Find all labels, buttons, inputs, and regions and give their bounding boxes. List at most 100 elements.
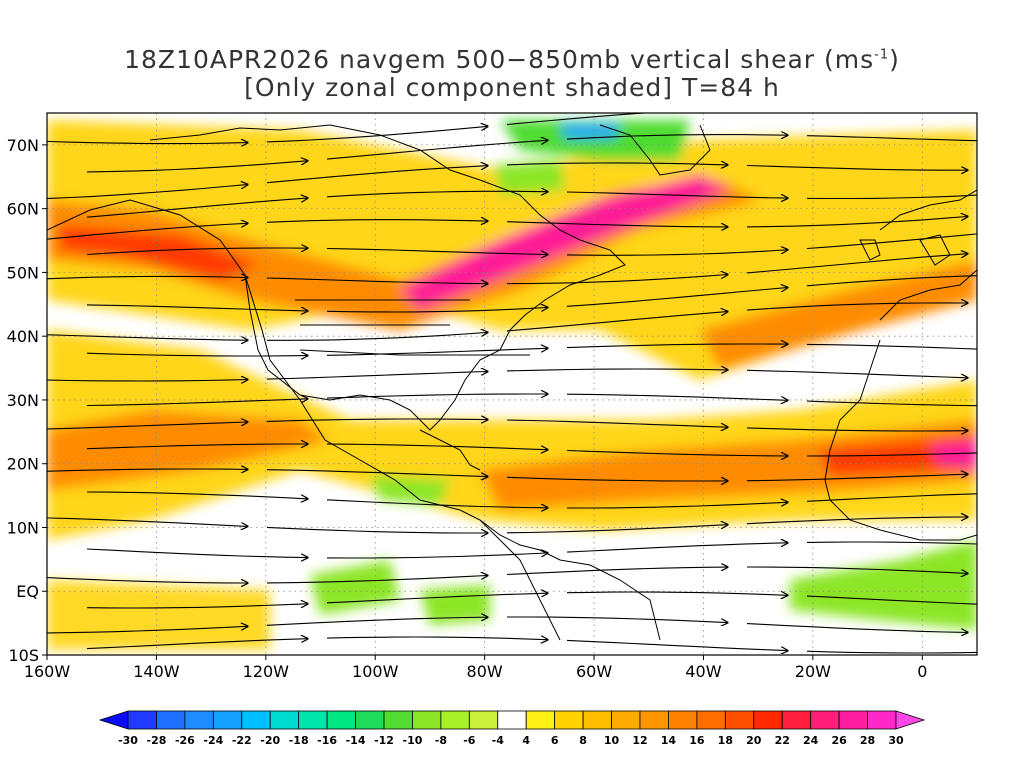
lon-axis: 160W 140W 120W 100W 80W 60W 40W 20W 0 bbox=[24, 655, 927, 681]
colorbar-swatch bbox=[298, 710, 328, 730]
streamline bbox=[806, 233, 977, 250]
streamline bbox=[806, 194, 977, 200]
lon-tick-label: 20W bbox=[795, 662, 831, 681]
lat-tick-label: 60N bbox=[7, 200, 39, 219]
lat-tick-label: 50N bbox=[7, 263, 39, 282]
colorbar-level-label: -14 bbox=[346, 734, 366, 747]
colorbar-swatch bbox=[611, 710, 641, 730]
streamline bbox=[566, 250, 787, 256]
streamline bbox=[506, 369, 727, 371]
streamline bbox=[47, 422, 247, 430]
colorbar-level-label: 18 bbox=[718, 734, 733, 747]
lon-tick-label: 160W bbox=[24, 662, 71, 681]
lat-axis: 70N 60N 50N 40N 30N 20N 10N EQ 10S bbox=[7, 136, 47, 665]
streamline bbox=[806, 541, 977, 545]
title-unit-exponent: -1 bbox=[874, 47, 890, 63]
streamline bbox=[506, 567, 727, 576]
lon-tick-label: 120W bbox=[243, 662, 290, 681]
lat-tick-label: 10N bbox=[7, 518, 39, 537]
streamline bbox=[86, 399, 307, 407]
streamline bbox=[566, 543, 787, 553]
colorbar-level-label: -12 bbox=[374, 734, 394, 747]
colorbar-level-label: -30 bbox=[118, 734, 138, 747]
streamline bbox=[506, 312, 727, 332]
colorbar-swatch bbox=[355, 710, 385, 730]
streamline bbox=[86, 304, 307, 311]
streamline bbox=[266, 617, 487, 626]
streamline bbox=[806, 493, 977, 502]
lat-tick-label: 20N bbox=[7, 455, 39, 474]
colorbar-level-label: 12 bbox=[632, 734, 647, 747]
streamline bbox=[806, 595, 977, 605]
colorbar-swatch bbox=[753, 710, 783, 730]
lat-tick-label: 40N bbox=[7, 327, 39, 346]
streamline bbox=[266, 372, 487, 380]
streamline bbox=[326, 593, 547, 604]
lat-tick-label: EQ bbox=[16, 582, 39, 601]
streamline bbox=[266, 166, 487, 184]
streamline bbox=[567, 502, 787, 509]
streamline bbox=[47, 185, 247, 200]
colorbar-swatch bbox=[724, 710, 755, 730]
colorbar-swatch bbox=[867, 710, 897, 730]
streamline bbox=[86, 161, 307, 173]
streamline bbox=[806, 400, 977, 407]
streamline bbox=[326, 553, 547, 559]
streamline bbox=[746, 254, 967, 274]
colorbar-swatch bbox=[269, 710, 300, 730]
streamline bbox=[506, 113, 652, 126]
streamline bbox=[746, 164, 967, 171]
streamline bbox=[746, 428, 967, 431]
lat-tick-label: 10S bbox=[8, 646, 39, 665]
streamline bbox=[566, 449, 787, 457]
streamline bbox=[326, 191, 547, 198]
streamline bbox=[506, 419, 727, 427]
coastlines bbox=[47, 124, 977, 641]
streamline bbox=[746, 217, 967, 228]
colorbar-level-label: -26 bbox=[175, 734, 195, 747]
streamline bbox=[266, 576, 487, 584]
colorbar-level-label: -16 bbox=[317, 734, 337, 747]
colorbar-level-label: -24 bbox=[203, 734, 223, 747]
streamline bbox=[266, 126, 487, 143]
colorbar-over-arrow bbox=[895, 710, 926, 730]
colorbar-level-label: -18 bbox=[289, 734, 309, 747]
colorbar-swatch bbox=[412, 710, 442, 730]
streamline bbox=[86, 444, 307, 450]
streamline bbox=[806, 452, 977, 457]
streamline bbox=[326, 308, 547, 313]
streamline bbox=[47, 517, 247, 527]
lat-tick-label: 70N bbox=[7, 136, 39, 155]
colorbar-level-label: 14 bbox=[661, 734, 677, 747]
streamline bbox=[806, 650, 977, 654]
streamline bbox=[86, 198, 307, 218]
lat-tick-label: 30N bbox=[7, 391, 39, 410]
lon-tick-label: 140W bbox=[133, 662, 180, 681]
streamline bbox=[266, 526, 487, 533]
colorbar-swatch bbox=[696, 710, 726, 730]
colorbar-swatch bbox=[326, 710, 356, 730]
streamline bbox=[326, 247, 547, 255]
streamline bbox=[746, 623, 967, 633]
colorbar-level-label: -28 bbox=[147, 734, 167, 747]
streamline bbox=[746, 566, 967, 573]
title-suffix: ) bbox=[889, 45, 900, 74]
streamline bbox=[47, 577, 247, 583]
streamline bbox=[326, 499, 547, 508]
colorbar-swatch bbox=[440, 710, 470, 730]
colorbar-swatch bbox=[497, 710, 527, 730]
streamline bbox=[47, 380, 247, 381]
map-frame bbox=[46, 112, 978, 656]
streamline bbox=[266, 220, 487, 223]
colorbar-level-label: 26 bbox=[831, 734, 847, 747]
streamline bbox=[566, 191, 787, 198]
colorbar-level-label: 16 bbox=[689, 734, 705, 747]
colorbar-level-label: -8 bbox=[435, 734, 447, 747]
colorbar-level-label: 28 bbox=[860, 734, 875, 747]
colorbar-level-label: 8 bbox=[579, 734, 587, 747]
colorbar-swatch bbox=[668, 710, 698, 730]
streamline bbox=[86, 639, 307, 650]
colorbar-swatch bbox=[810, 710, 840, 730]
colorbar-swatch bbox=[781, 710, 812, 730]
